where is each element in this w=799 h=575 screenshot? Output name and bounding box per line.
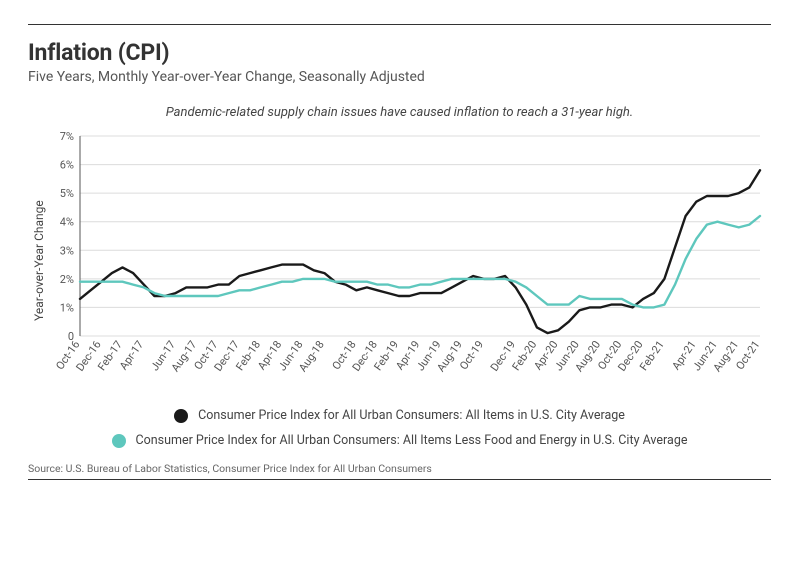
top-rule xyxy=(28,24,771,25)
line-chart: 01%2%3%4%5%6%7%Oct-16Dec-16Feb-17Apr-17J… xyxy=(46,130,770,392)
bottom-rule xyxy=(28,479,771,480)
legend-item-core: Consumer Price Index for All Urban Consu… xyxy=(112,433,688,448)
svg-text:6%: 6% xyxy=(60,159,74,172)
legend-swatch-icon xyxy=(112,434,126,448)
source-text: Source: U.S. Bureau of Labor Statistics,… xyxy=(28,462,771,475)
legend-label: Consumer Price Index for All Urban Consu… xyxy=(136,433,688,448)
svg-text:1%: 1% xyxy=(60,301,74,314)
chart-frame: Inflation (CPI) Five Years, Monthly Year… xyxy=(0,0,799,575)
chart-subtitle: Five Years, Monthly Year-over-Year Chang… xyxy=(28,69,771,85)
svg-text:7%: 7% xyxy=(60,130,74,143)
legend: Consumer Price Index for All Urban Consu… xyxy=(28,408,771,448)
svg-text:3%: 3% xyxy=(60,244,74,257)
svg-text:2%: 2% xyxy=(60,273,74,286)
chart-area: Year-over-Year Change 01%2%3%4%5%6%7%Oct… xyxy=(28,130,771,392)
legend-label: Consumer Price Index for All Urban Consu… xyxy=(198,408,625,423)
chart-caption: Pandemic-related supply chain issues hav… xyxy=(28,105,771,120)
legend-item-all-items: Consumer Price Index for All Urban Consu… xyxy=(174,408,625,423)
svg-text:5%: 5% xyxy=(60,187,74,200)
chart-title: Inflation (CPI) xyxy=(28,39,771,66)
y-axis-label: Year-over-Year Change xyxy=(28,161,46,361)
legend-swatch-icon xyxy=(174,409,188,423)
svg-text:4%: 4% xyxy=(60,216,74,229)
